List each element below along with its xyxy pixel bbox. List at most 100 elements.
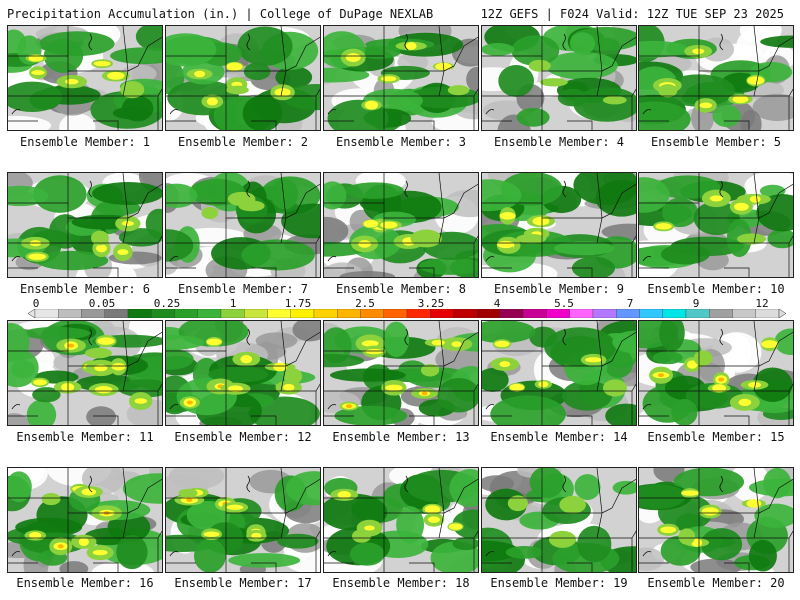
state-boundaries xyxy=(639,468,793,572)
colorbar-swatch xyxy=(639,309,663,318)
colorbar-swatch xyxy=(499,309,524,318)
state-boundaries xyxy=(639,173,793,277)
colorbar-swatch xyxy=(337,309,361,318)
colorbar-swatch xyxy=(34,309,59,318)
precip-field xyxy=(166,173,320,277)
ensemble-member-label: Ensemble Member: 2 xyxy=(177,135,309,149)
colorbar-tick-label: 12 xyxy=(755,297,769,310)
colorbar-swatch xyxy=(662,309,687,318)
ensemble-member-map xyxy=(165,320,321,426)
ensemble-member-label: Ensemble Member: 15 xyxy=(647,430,785,444)
state-boundaries xyxy=(482,468,636,572)
precip-field xyxy=(639,173,793,277)
colorbar-tick-label: 0 xyxy=(32,297,40,310)
ensemble-member-map xyxy=(638,25,794,131)
precip-field xyxy=(482,173,636,277)
ensemble-member-map xyxy=(165,172,321,278)
colorbar-tick-label: 1 xyxy=(229,297,237,310)
ensemble-member-map xyxy=(638,320,794,426)
precip-field xyxy=(482,468,636,572)
state-boundaries xyxy=(8,321,162,425)
precip-field xyxy=(324,468,478,572)
ensemble-member-map xyxy=(323,467,479,573)
ensemble-member-map xyxy=(165,25,321,131)
colorbar-swatch xyxy=(313,309,338,318)
colorbar-swatch xyxy=(290,309,315,318)
state-boundaries xyxy=(482,173,636,277)
ensemble-member-label: Ensemble Member: 10 xyxy=(647,282,785,296)
precip-field xyxy=(482,321,636,425)
state-boundaries xyxy=(8,468,162,572)
colorbar-swatch xyxy=(197,309,222,318)
ensemble-member-label: Ensemble Member: 14 xyxy=(490,430,628,444)
colorbar-swatch xyxy=(104,309,129,318)
colorbar-swatch xyxy=(592,309,617,318)
state-boundaries xyxy=(324,26,478,130)
state-boundaries xyxy=(324,173,478,277)
ensemble-member-map xyxy=(323,25,479,131)
precip-field xyxy=(639,26,793,130)
page-header: Precipitation Accumulation (in.) | Colle… xyxy=(0,0,800,24)
ensemble-member-map xyxy=(7,172,163,278)
state-boundaries xyxy=(639,26,793,130)
state-boundaries xyxy=(639,321,793,425)
colorbar-tick-label: 0.05 xyxy=(88,297,116,310)
ensemble-member-map xyxy=(323,172,479,278)
colorbar-swatch xyxy=(151,309,175,318)
colorbar-tick-label: 7 xyxy=(626,297,634,310)
state-boundaries xyxy=(166,321,320,425)
state-boundaries xyxy=(324,468,478,572)
ensemble-member-label: Ensemble Member: 1 xyxy=(19,135,151,149)
ensemble-member-map xyxy=(481,25,637,131)
colorbar-swatch xyxy=(244,309,268,318)
ensemble-member-map xyxy=(481,172,637,278)
precip-field xyxy=(166,468,320,572)
ensemble-member-map xyxy=(481,320,637,426)
state-boundaries xyxy=(166,26,320,130)
state-boundaries xyxy=(482,26,636,130)
colorbar-swatch xyxy=(755,309,780,318)
ensemble-member-label: Ensemble Member: 6 xyxy=(19,282,151,296)
model-run-valid-time: 12Z GEFS | F024 Valid: 12Z TUE SEP 23 20… xyxy=(480,7,784,21)
precip-field xyxy=(8,321,162,425)
precip-field xyxy=(166,26,320,130)
colorbar-swatch xyxy=(546,309,570,318)
colorbar-tick-label: 9 xyxy=(692,297,700,310)
ensemble-member-label: Ensemble Member: 13 xyxy=(332,430,470,444)
ensemble-member-label: Ensemble Member: 17 xyxy=(174,576,312,590)
colorbar-swatch xyxy=(58,309,82,318)
colorbar-swatch xyxy=(476,309,501,318)
colorbar-swatch xyxy=(616,309,640,318)
colorbar-swatch xyxy=(732,309,756,318)
precip-field xyxy=(324,321,478,425)
colorbar-swatch xyxy=(685,309,710,318)
colorbar-swatch xyxy=(81,309,105,318)
state-boundaries xyxy=(8,173,162,277)
state-boundaries xyxy=(166,173,320,277)
precip-field xyxy=(639,468,793,572)
colorbar-tick-label: 2.5 xyxy=(355,297,375,310)
precip-field xyxy=(639,321,793,425)
colorbar-swatch xyxy=(709,309,733,318)
ensemble-member-map xyxy=(7,320,163,426)
precip-field xyxy=(8,468,162,572)
state-boundaries xyxy=(8,26,162,130)
ensemble-member-label: Ensemble Member: 16 xyxy=(16,576,154,590)
colorbar-swatch xyxy=(453,309,477,318)
colorbar-swatch xyxy=(220,309,245,318)
colorbar-tick-label: 1.75 xyxy=(284,297,312,310)
ensemble-member-map xyxy=(638,172,794,278)
ensemble-member-map xyxy=(323,320,479,426)
colorbar-swatch xyxy=(127,309,152,318)
colorbar-tick-label: 3.25 xyxy=(417,297,445,310)
precip-field xyxy=(324,173,478,277)
precip-field xyxy=(8,26,162,130)
ensemble-member-label: Ensemble Member: 12 xyxy=(174,430,312,444)
product-title: Precipitation Accumulation (in.) | Colle… xyxy=(7,7,434,21)
ensemble-member-label: Ensemble Member: 5 xyxy=(650,135,782,149)
state-boundaries xyxy=(324,321,478,425)
precip-field xyxy=(324,26,478,130)
colorbar-tick-label: 4 xyxy=(493,297,501,310)
colorbar-tick-label: 5.5 xyxy=(554,297,574,310)
colorbar-swatch xyxy=(430,309,454,318)
